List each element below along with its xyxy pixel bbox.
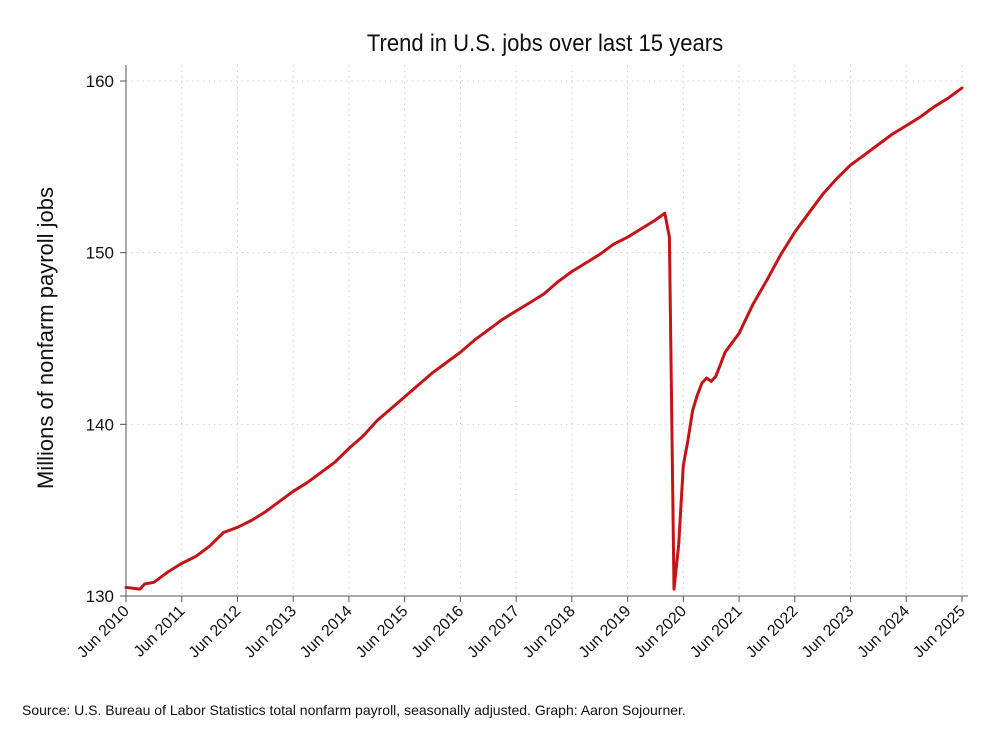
- y-tick-label: 140: [86, 415, 114, 434]
- x-tick-label: Jun 2017: [464, 603, 523, 662]
- y-tick-label: 150: [86, 244, 114, 263]
- axes: [120, 65, 968, 602]
- x-tick-label: Jun 2015: [353, 603, 412, 662]
- x-tick-label: Jun 2012: [186, 603, 245, 662]
- x-tick-label: Jun 2024: [855, 603, 914, 662]
- x-tick-label: Jun 2023: [799, 603, 858, 662]
- series-line: [124, 86, 964, 591]
- y-tick-label: 130: [86, 587, 114, 606]
- x-tick-label: Jun 2014: [297, 603, 356, 662]
- x-tick-label: Jun 2010: [74, 603, 133, 662]
- x-tick-label: Jun 2018: [520, 603, 579, 662]
- x-tick-label: Jun 2019: [576, 603, 635, 662]
- x-tick-label: Jun 2021: [687, 603, 746, 662]
- source-note: Source: U.S. Bureau of Labor Statistics …: [22, 702, 686, 718]
- x-tick-label: Jun 2022: [743, 603, 802, 662]
- x-tick-label: Jun 2011: [131, 603, 189, 661]
- series-group: [124, 86, 964, 591]
- x-tick-label: Jun 2016: [409, 603, 468, 662]
- y-tick-label: 160: [86, 72, 114, 91]
- x-tick-label: Jun 2025: [910, 603, 969, 662]
- x-tick-label: Jun 2013: [241, 603, 300, 662]
- x-tick-label: Jun 2020: [632, 603, 691, 662]
- chart-title: Trend in U.S. jobs over last 15 years: [366, 30, 724, 57]
- gridlines: [125, 65, 968, 597]
